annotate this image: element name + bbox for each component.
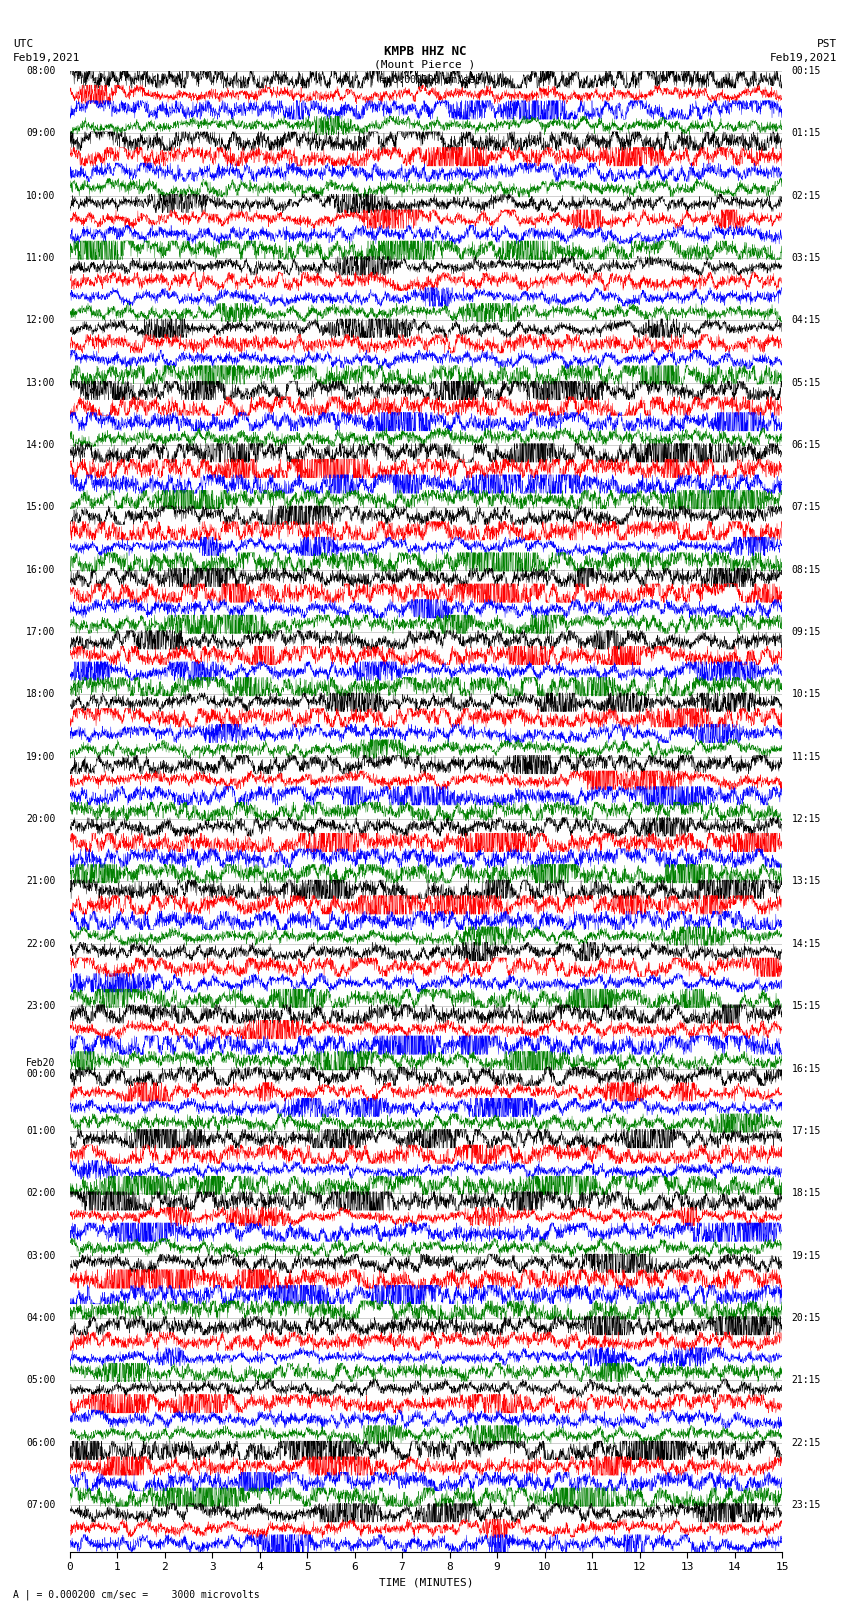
Text: 14:00: 14:00: [26, 440, 55, 450]
Text: 09:15: 09:15: [791, 627, 821, 637]
Text: 08:00: 08:00: [26, 66, 55, 76]
Text: 04:00: 04:00: [26, 1313, 55, 1323]
Text: A | = 0.000200 cm/sec =    3000 microvolts: A | = 0.000200 cm/sec = 3000 microvolts: [13, 1589, 259, 1600]
Text: 22:15: 22:15: [791, 1437, 821, 1447]
Text: 10:15: 10:15: [791, 689, 821, 700]
Text: 20:15: 20:15: [791, 1313, 821, 1323]
Text: 10:00: 10:00: [26, 190, 55, 200]
Text: 18:15: 18:15: [791, 1189, 821, 1198]
Text: 23:15: 23:15: [791, 1500, 821, 1510]
Text: 17:15: 17:15: [791, 1126, 821, 1136]
Text: 12:15: 12:15: [791, 815, 821, 824]
Text: 23:00: 23:00: [26, 1002, 55, 1011]
Text: 05:15: 05:15: [791, 377, 821, 387]
Text: 13:00: 13:00: [26, 377, 55, 387]
Text: 16:15: 16:15: [791, 1063, 821, 1074]
Text: PST: PST: [817, 39, 837, 48]
X-axis label: TIME (MINUTES): TIME (MINUTES): [378, 1578, 473, 1587]
Text: 12:00: 12:00: [26, 316, 55, 326]
Text: 16:00: 16:00: [26, 565, 55, 574]
Text: 21:15: 21:15: [791, 1376, 821, 1386]
Text: 17:00: 17:00: [26, 627, 55, 637]
Text: 03:15: 03:15: [791, 253, 821, 263]
Text: UTC: UTC: [13, 39, 33, 48]
Text: 13:15: 13:15: [791, 876, 821, 887]
Text: 04:15: 04:15: [791, 316, 821, 326]
Text: 19:15: 19:15: [791, 1250, 821, 1260]
Text: 06:00: 06:00: [26, 1437, 55, 1447]
Text: 22:00: 22:00: [26, 939, 55, 948]
Text: 15:15: 15:15: [791, 1002, 821, 1011]
Text: 05:00: 05:00: [26, 1376, 55, 1386]
Text: 08:15: 08:15: [791, 565, 821, 574]
Text: 06:15: 06:15: [791, 440, 821, 450]
Text: 14:15: 14:15: [791, 939, 821, 948]
Text: Feb19,2021: Feb19,2021: [770, 53, 837, 63]
Text: 07:00: 07:00: [26, 1500, 55, 1510]
Text: 18:00: 18:00: [26, 689, 55, 700]
Text: KMPB HHZ NC: KMPB HHZ NC: [383, 45, 467, 58]
Text: 09:00: 09:00: [26, 129, 55, 139]
Text: 21:00: 21:00: [26, 876, 55, 887]
Text: 11:15: 11:15: [791, 752, 821, 761]
Text: 20:00: 20:00: [26, 815, 55, 824]
Text: Feb19,2021: Feb19,2021: [13, 53, 80, 63]
Text: 03:00: 03:00: [26, 1250, 55, 1260]
Text: (Mount Pierce ): (Mount Pierce ): [374, 60, 476, 69]
Text: 00:15: 00:15: [791, 66, 821, 76]
Text: 11:00: 11:00: [26, 253, 55, 263]
Text: 02:00: 02:00: [26, 1189, 55, 1198]
Text: 01:00: 01:00: [26, 1126, 55, 1136]
Text: 02:15: 02:15: [791, 190, 821, 200]
Text: 19:00: 19:00: [26, 752, 55, 761]
Text: 07:15: 07:15: [791, 502, 821, 513]
Text: 01:15: 01:15: [791, 129, 821, 139]
Text: Feb20
00:00: Feb20 00:00: [26, 1058, 55, 1079]
Text: | = 0.000200 cm/sec: | = 0.000200 cm/sec: [369, 74, 481, 85]
Text: 15:00: 15:00: [26, 502, 55, 513]
